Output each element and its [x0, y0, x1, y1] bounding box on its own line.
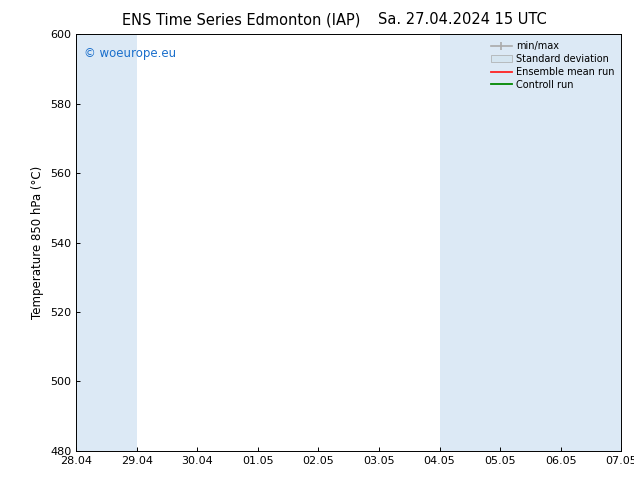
Legend: min/max, Standard deviation, Ensemble mean run, Controll run: min/max, Standard deviation, Ensemble me… [489, 39, 616, 92]
Bar [560, 34, 621, 451]
Text: ENS Time Series Edmonton (IAP): ENS Time Series Edmonton (IAP) [122, 12, 360, 27]
Text: Sa. 27.04.2024 15 UTC: Sa. 27.04.2024 15 UTC [378, 12, 547, 27]
Bar [439, 34, 500, 451]
Bar [76, 34, 137, 451]
Y-axis label: Temperature 850 hPa (°C): Temperature 850 hPa (°C) [32, 166, 44, 319]
Text: © woeurope.eu: © woeurope.eu [84, 47, 176, 60]
Bar [500, 34, 560, 451]
